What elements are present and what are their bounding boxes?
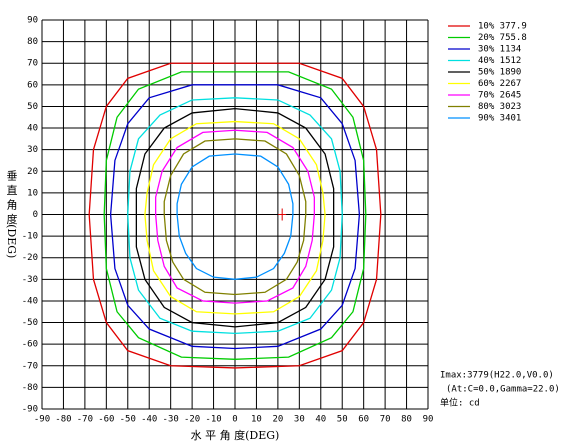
legend-label: 20% 755.8 (478, 33, 527, 43)
y-tick-label: -40 (22, 296, 38, 306)
x-tick-label: 40 (315, 415, 326, 425)
y-tick-label: -30 (22, 275, 38, 285)
x-tick-label: 70 (380, 415, 391, 425)
x-tick-label: 0 (232, 415, 237, 425)
legend-label: 70% 2645 (478, 91, 521, 101)
contour-line (88, 62, 382, 369)
y-tick-label: 50 (27, 102, 38, 112)
x-tick-label: -30 (163, 415, 179, 425)
y-axis-label: 垂 直 角 度(DEG) (5, 169, 18, 258)
y-tick-label: 90 (27, 16, 38, 26)
legend-label: 60% 2267 (478, 79, 521, 89)
y-tick-label: 0 (33, 210, 38, 220)
x-axis-label: 水 平 角 度(DEG) (191, 428, 280, 442)
x-tick-label: 90 (423, 415, 434, 425)
peak-marker (278, 208, 287, 221)
x-tick-label: 20 (272, 415, 283, 425)
legend-label: 40% 1512 (478, 56, 521, 66)
contour-line (163, 138, 307, 296)
annotation: 单位: cd (440, 397, 480, 409)
y-tick-label: -20 (22, 253, 38, 263)
y-tick-label: 20 (27, 167, 38, 177)
y-tick-label: 40 (27, 124, 38, 134)
x-tick-label: -10 (205, 415, 221, 425)
x-tick-label: 30 (294, 415, 305, 425)
y-tick-label: -90 (22, 405, 38, 415)
x-tick-label: -80 (55, 415, 71, 425)
legend-label: 80% 3023 (478, 102, 521, 112)
x-tick-label: -70 (77, 415, 93, 425)
y-tick-label: -10 (22, 232, 38, 242)
y-tick-label: -50 (22, 318, 38, 328)
y-tick-label: 30 (27, 145, 38, 155)
legend-label: 10% 377.9 (478, 22, 527, 32)
y-tick-label: 10 (27, 188, 38, 198)
legend-label: 50% 1890 (478, 68, 521, 78)
x-tick-label: 50 (337, 415, 348, 425)
contour-line (127, 97, 343, 335)
annotation: (At:C=0.0,Gamma=22.0) (446, 385, 560, 395)
y-tick-label: -60 (22, 340, 38, 350)
contour-line (109, 84, 361, 350)
y-tick-label: 70 (27, 59, 38, 69)
y-tick-label: 80 (27, 37, 38, 47)
x-tick-label: 10 (251, 415, 262, 425)
x-tick-label: -90 (34, 415, 50, 425)
x-tick-label: -60 (98, 415, 114, 425)
annotation: Imax:3779(H22.0,V0.0) (440, 371, 554, 381)
y-tick-label: -70 (22, 361, 38, 371)
legend-label: 30% 1134 (478, 45, 521, 55)
y-tick-label: -80 (22, 383, 38, 393)
contour-line (103, 71, 367, 360)
contour-line (155, 129, 315, 304)
x-tick-label: 60 (358, 415, 369, 425)
contour-line (135, 107, 335, 328)
x-tick-label: -40 (141, 415, 157, 425)
contour-line (176, 153, 294, 280)
x-tick-label: -20 (184, 415, 200, 425)
contour-line (144, 120, 326, 315)
x-tick-label: 80 (401, 415, 412, 425)
y-tick-label: 60 (27, 80, 38, 90)
x-tick-label: -50 (120, 415, 136, 425)
legend-label: 90% 3401 (478, 114, 521, 124)
